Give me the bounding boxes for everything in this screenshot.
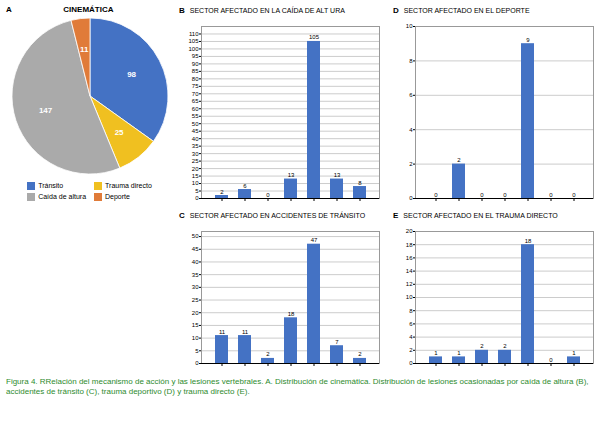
svg-text:10: 10 (192, 180, 199, 186)
svg-text:80: 80 (192, 76, 199, 82)
svg-text:25: 25 (114, 128, 123, 137)
html-text:C: C (179, 211, 185, 220)
html-text:CINEMÁTICA: CINEMÁTICA (63, 5, 114, 14)
html-text:Figura 4. RRelación del mecani: Figura 4. RRelación del mecanismo de acc… (6, 377, 589, 396)
svg-text:40: 40 (192, 259, 199, 265)
svg-text:55: 55 (192, 113, 199, 119)
svg-text:10: 10 (406, 23, 413, 29)
svg-text:13: 13 (288, 172, 295, 178)
svg-text:2: 2 (266, 351, 270, 357)
svg-text:70: 70 (192, 91, 199, 97)
svg-text:100: 100 (188, 46, 199, 52)
svg-text:2: 2 (409, 347, 413, 353)
svg-text:75: 75 (192, 83, 199, 89)
svg-text:50: 50 (192, 121, 199, 127)
html-text:SECTOR AFECTADO EN LA CAÍDA DE: SECTOR AFECTADO EN LA CAÍDA DE ALT URA (189, 7, 345, 14)
svg-text:11: 11 (242, 329, 249, 335)
svg-text:47: 47 (311, 237, 318, 243)
svg-text:98: 98 (127, 70, 136, 79)
svg-text:35: 35 (192, 272, 199, 278)
svg-text:5: 5 (195, 348, 199, 354)
svg-text:25: 25 (192, 158, 199, 164)
svg-text:50: 50 (192, 233, 199, 239)
svg-text:2: 2 (409, 161, 413, 167)
svg-text:0: 0 (434, 192, 438, 198)
svg-text:1: 1 (434, 350, 438, 356)
svg-text:2: 2 (503, 343, 507, 349)
svg-text:1: 1 (572, 350, 576, 356)
svg-text:18: 18 (406, 242, 413, 248)
svg-text:8: 8 (409, 58, 413, 64)
svg-text:0: 0 (549, 192, 553, 198)
svg-text:13: 13 (334, 172, 341, 178)
svg-text:6: 6 (243, 183, 247, 189)
svg-text:10: 10 (406, 294, 413, 300)
svg-text:45: 45 (192, 246, 199, 252)
svg-text:90: 90 (192, 61, 199, 67)
svg-text:18: 18 (288, 311, 295, 317)
html-text:SECTOR AFECTADO EN EL TRAUMA D: SECTOR AFECTADO EN EL TRAUMA DIRECTO (403, 212, 558, 219)
svg-text:40: 40 (192, 136, 199, 142)
svg-text:11: 11 (80, 45, 89, 54)
svg-text:11: 11 (219, 329, 226, 335)
svg-text:105: 105 (188, 38, 199, 44)
svg-text:85: 85 (192, 68, 199, 74)
svg-text:15: 15 (192, 173, 199, 179)
svg-text:60: 60 (192, 106, 199, 112)
svg-text:0: 0 (480, 192, 484, 198)
svg-text:20: 20 (192, 310, 199, 316)
svg-text:9: 9 (526, 37, 530, 43)
svg-text:0: 0 (503, 192, 507, 198)
svg-text:14: 14 (406, 268, 413, 274)
svg-text:110: 110 (189, 31, 199, 37)
svg-text:8: 8 (409, 308, 413, 314)
svg-text:4: 4 (409, 127, 413, 133)
svg-text:45: 45 (192, 128, 199, 134)
svg-text:2: 2 (358, 351, 362, 357)
svg-text:18: 18 (525, 238, 532, 244)
svg-text:10: 10 (192, 335, 199, 341)
html-text:Tránsito: Tránsito (38, 182, 64, 189)
svg-text:30: 30 (192, 151, 199, 157)
svg-text:5: 5 (195, 188, 199, 194)
svg-text:4: 4 (409, 334, 413, 340)
svg-text:0: 0 (266, 192, 270, 198)
svg-text:1: 1 (457, 350, 461, 356)
svg-text:0: 0 (409, 195, 413, 201)
svg-text:0: 0 (195, 195, 199, 201)
svg-text:147: 147 (38, 106, 52, 115)
svg-text:2: 2 (220, 189, 224, 195)
html-text:E: E (393, 211, 399, 220)
html-text:A: A (6, 5, 12, 14)
html-text:D: D (393, 6, 399, 15)
svg-text:95: 95 (192, 53, 199, 59)
svg-text:15: 15 (192, 322, 199, 328)
svg-text:0: 0 (549, 357, 553, 363)
html-text:Caída de altura: Caída de altura (38, 193, 86, 201)
svg-text:65: 65 (192, 98, 199, 104)
html-text:B: B (179, 6, 185, 15)
svg-text:105: 105 (309, 34, 320, 40)
svg-text:25: 25 (192, 297, 199, 303)
html-text:SECTOR AFECTADO EN ACCIDENTES: SECTOR AFECTADO EN ACCIDENTES DE TRÁNSIT… (189, 212, 366, 219)
svg-text:7: 7 (335, 339, 339, 345)
svg-text:0: 0 (409, 360, 413, 366)
svg-text:35: 35 (192, 143, 199, 149)
svg-text:12: 12 (406, 281, 413, 287)
html-text:Deporte: Deporte (105, 193, 130, 201)
svg-text:0: 0 (572, 192, 576, 198)
svg-text:6: 6 (409, 321, 413, 327)
svg-text:16: 16 (406, 255, 413, 261)
svg-text:20: 20 (406, 228, 413, 234)
html-text:Trauma directo: Trauma directo (105, 182, 152, 189)
svg-text:2: 2 (457, 157, 461, 163)
svg-text:2: 2 (480, 343, 484, 349)
html-text:SECTOR AFECTADO EN EL DEPORTE: SECTOR AFECTADO EN EL DEPORTE (403, 7, 530, 14)
svg-text:0: 0 (195, 360, 199, 366)
svg-text:30: 30 (192, 284, 199, 290)
svg-text:6: 6 (409, 92, 413, 98)
svg-text:8: 8 (358, 180, 362, 186)
svg-text:20: 20 (192, 166, 199, 172)
